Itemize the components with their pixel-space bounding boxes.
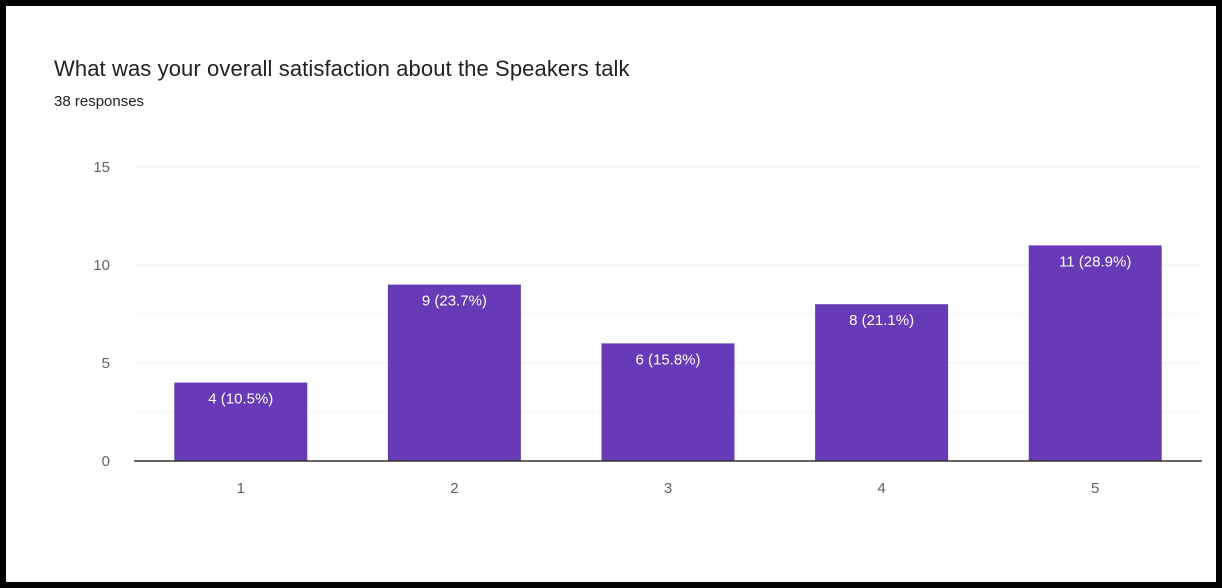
y-tick-label: 15 [93, 159, 110, 176]
bar-data-label: 8 (21.1%) [849, 312, 914, 329]
x-tick-label: 1 [237, 480, 245, 497]
bar [1028, 245, 1162, 461]
bar [387, 284, 521, 461]
x-tick-label: 2 [450, 480, 458, 497]
y-tick-label: 5 [102, 355, 110, 372]
bar-data-label: 9 (23.7%) [422, 293, 487, 310]
x-tick-label: 5 [1091, 480, 1099, 497]
bar [601, 343, 735, 461]
chart-title: What was your overall satisfaction about… [54, 56, 630, 81]
bar-data-label: 11 (28.9%) [1059, 253, 1131, 270]
bar-data-label: 4 (10.5%) [208, 391, 273, 408]
bar [174, 382, 308, 461]
bar [815, 304, 949, 461]
response-count: 38 responses [54, 93, 145, 110]
y-tick-label: 10 [93, 257, 110, 274]
bar-data-label: 6 (15.8%) [635, 351, 700, 368]
y-tick-label: 0 [102, 453, 110, 470]
x-tick-label: 3 [664, 480, 672, 497]
x-tick-label: 4 [877, 480, 885, 497]
